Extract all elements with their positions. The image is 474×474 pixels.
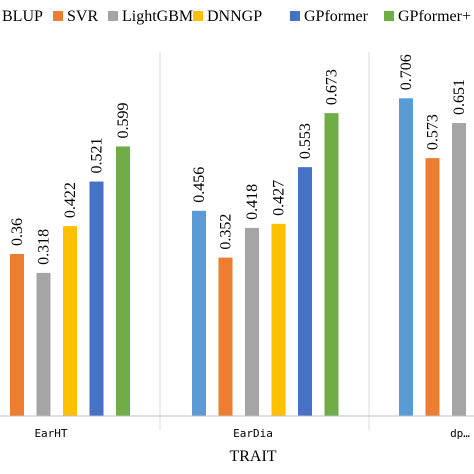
bar	[218, 257, 233, 416]
data-label: 0.706	[398, 54, 415, 90]
bar	[245, 227, 259, 416]
data-label: 0.553	[297, 123, 314, 159]
bar	[399, 98, 413, 417]
bar	[192, 210, 206, 416]
legend-label: BLUP	[2, 8, 43, 25]
bars	[10, 98, 466, 417]
value-labels: 0.36 0.318 0.422 0.521 0.599 0.456 0.352 0.418 0…	[9, 54, 468, 265]
legend: BLUP SVR LightGBM DNNGP GPformer GPformer+	[2, 8, 471, 25]
bar	[63, 226, 77, 416]
legend-swatch	[193, 11, 203, 21]
x-tick-label: dp…	[450, 427, 470, 440]
bar	[298, 167, 312, 416]
data-label: 0.318	[36, 229, 53, 265]
legend-label: DNNGP	[207, 8, 262, 25]
data-label: 0.651	[451, 79, 468, 115]
x-tick-label: EarHT	[34, 427, 67, 440]
x-tick-labels: EarHT EarDia dp…	[34, 427, 470, 440]
data-label: 0.36	[9, 218, 26, 246]
bar	[10, 254, 24, 416]
data-label: 0.673	[324, 69, 341, 105]
bar	[324, 113, 339, 417]
legend-swatch	[290, 11, 300, 21]
x-axis-title: TRAIT	[229, 448, 276, 465]
legend-swatch	[53, 11, 63, 21]
data-label: 0.456	[191, 167, 208, 203]
x-tick-label: EarDia	[233, 427, 273, 440]
data-label: 0.352	[218, 214, 235, 250]
bar	[452, 123, 466, 417]
category-separators	[159, 52, 370, 430]
data-label: 0.521	[89, 138, 106, 174]
bar	[89, 181, 104, 416]
legend-label: SVR	[67, 8, 98, 25]
data-label: 0.418	[244, 184, 261, 220]
legend-swatch	[108, 11, 118, 21]
bar	[36, 272, 51, 416]
legend-label: GPformer+	[398, 8, 471, 25]
bar	[116, 146, 130, 416]
bar	[425, 158, 440, 416]
data-label: 0.599	[115, 102, 132, 138]
data-label: 0.422	[62, 182, 79, 218]
legend-label: LightGBM	[122, 8, 193, 25]
legend-swatch	[384, 11, 394, 21]
legend-label: GPformer	[304, 8, 369, 25]
data-label: 0.573	[425, 114, 442, 150]
data-label: 0.427	[271, 180, 288, 216]
bar	[271, 223, 286, 416]
